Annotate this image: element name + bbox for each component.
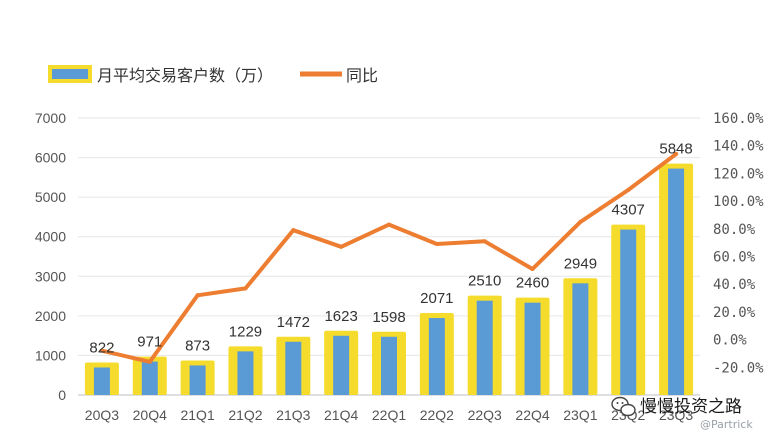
y-axis-tick-label: 4000 xyxy=(35,229,66,245)
bar xyxy=(572,283,589,395)
bar xyxy=(428,318,445,395)
y2-axis-tick-label: 20.0% xyxy=(713,305,756,321)
yoy-point xyxy=(339,244,344,249)
legend-bar-label: 月平均交易客户数（万） xyxy=(97,66,273,85)
y-axis-tick-label: 0 xyxy=(58,387,66,403)
yoy-point xyxy=(243,286,248,291)
yoy-point xyxy=(530,266,535,271)
x-axis-tick-label: 22Q2 xyxy=(420,407,454,423)
y2-axis-tick-label: -20.0% xyxy=(713,360,764,376)
x-axis-tick-label: 22Q4 xyxy=(515,407,549,423)
y2-axis-tick-label: 80.0% xyxy=(713,222,756,238)
bar-data-label: 1598 xyxy=(372,309,405,326)
bar xyxy=(93,367,110,395)
x-axis-tick-label: 20Q3 xyxy=(85,407,119,423)
x-axis-tick-label: 22Q1 xyxy=(372,407,406,423)
bar-data-label: 2949 xyxy=(564,255,597,272)
axes: 0 1000 2000 3000 4000 5000 6000 7000 160.0% 140.0… xyxy=(35,110,764,423)
y-axis-tick-label: 7000 xyxy=(35,110,66,126)
x-axis-tick-label: 21Q3 xyxy=(276,407,310,423)
yoy-point xyxy=(434,242,439,247)
x-axis-tick-label: 21Q1 xyxy=(180,407,214,423)
bar-data-label: 971 xyxy=(137,334,162,351)
bar xyxy=(524,302,541,395)
legend-line-label: 同比 xyxy=(346,66,378,85)
yoy-point xyxy=(674,152,679,157)
bar-series xyxy=(84,163,694,395)
y-axis-tick-label: 2000 xyxy=(35,308,66,324)
bar-data-label: 822 xyxy=(89,339,114,356)
y2-axis-tick-label: 140.0% xyxy=(713,139,764,155)
yoy-point xyxy=(482,239,487,244)
y2-axis-tick-label: 160.0% xyxy=(713,111,764,127)
yoy-point xyxy=(291,228,296,233)
bar xyxy=(189,365,206,395)
y-axis-tick-label: 3000 xyxy=(35,268,66,284)
bar xyxy=(476,300,493,395)
bar-data-label: 873 xyxy=(185,337,210,354)
yoy-point xyxy=(99,348,104,353)
data-labels: 822 971 873 1229 1472 1623 1598 2071 2510 2460 294… xyxy=(89,141,692,357)
y2-axis-tick-label: 60.0% xyxy=(713,250,756,266)
yoy-point xyxy=(578,219,583,224)
y-axis-tick-label: 5000 xyxy=(35,189,66,205)
bar xyxy=(237,351,254,395)
watermark-text: 慢慢投资之路 xyxy=(640,396,742,417)
y-axis-tick-label: 6000 xyxy=(35,150,66,166)
bar-data-label: 2071 xyxy=(420,290,453,307)
watermark: 慢慢投资之路 @Partrick xyxy=(611,396,753,431)
x-axis-tick-label: 23Q1 xyxy=(563,407,597,423)
x-axis-tick-label: 20Q4 xyxy=(133,407,167,423)
bar xyxy=(381,336,397,395)
x-axis-tick-label: 22Q3 xyxy=(468,407,502,423)
bar xyxy=(668,168,685,395)
legend-bar-swatch xyxy=(48,65,92,83)
y2-axis-tick-label: 100.0% xyxy=(713,194,764,210)
x-axis-tick-label: 23Q3 xyxy=(659,407,693,423)
yoy-point xyxy=(387,222,391,227)
y2-axis-tick-label: 40.0% xyxy=(713,277,756,293)
legend: 月平均交易客户数（万） 同比 xyxy=(48,65,378,85)
x-axis-tick-label: 21Q4 xyxy=(324,407,358,423)
bar xyxy=(333,335,350,395)
bar-data-label: 2460 xyxy=(516,275,549,292)
y2-axis-tick-label: 120.0% xyxy=(713,166,764,182)
bar-data-label: 1472 xyxy=(277,314,310,331)
bar xyxy=(620,229,637,395)
bar-data-label: 1229 xyxy=(229,323,262,340)
yoy-point xyxy=(626,188,631,193)
x-axis-tick-label: 21Q2 xyxy=(228,407,262,423)
bar xyxy=(141,361,158,395)
bar xyxy=(285,341,302,395)
y2-axis-tick-label: 0.0% xyxy=(713,333,747,349)
y-axis-tick-label: 1000 xyxy=(35,347,66,363)
yoy-point xyxy=(195,293,200,298)
yoy-point xyxy=(147,359,152,364)
wechat-icon xyxy=(611,396,636,417)
bar-data-label: 1623 xyxy=(324,308,357,325)
bar-data-label: 2510 xyxy=(468,273,501,290)
bar-data-label: 4307 xyxy=(612,202,645,219)
bar-data-label: 5848 xyxy=(659,141,692,158)
line-series xyxy=(99,152,679,364)
watermark-sub: @Partrick xyxy=(700,418,753,431)
